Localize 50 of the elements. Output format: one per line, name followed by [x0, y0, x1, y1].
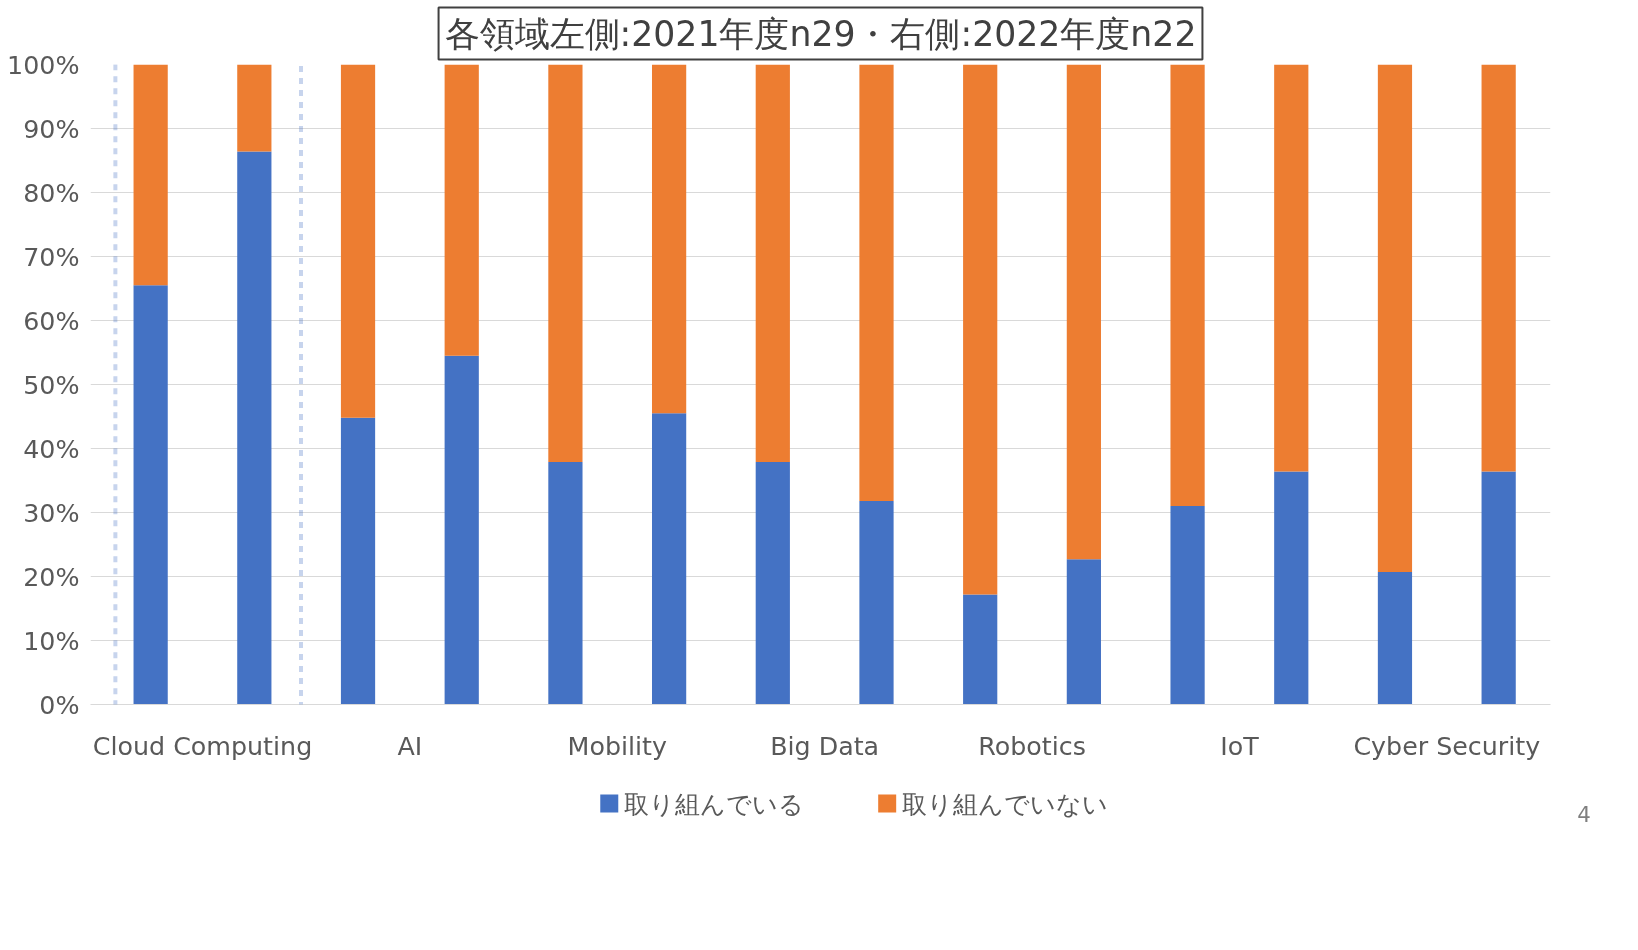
- bar: [1377, 572, 1413, 705]
- legend-label: 取り組んでいる: [624, 788, 805, 819]
- y-tick-label: 30%: [23, 497, 80, 528]
- x-tick-label: Mobility: [567, 730, 667, 761]
- bar: [237, 64, 272, 152]
- bar: [1274, 64, 1309, 472]
- bar: [755, 64, 790, 462]
- bar: [755, 461, 790, 705]
- bar: [133, 285, 168, 705]
- bar: [1377, 64, 1413, 573]
- bar: [652, 413, 687, 705]
- bar: [652, 64, 687, 414]
- bar: [444, 64, 479, 356]
- bar: [1274, 471, 1309, 705]
- bar: [237, 151, 272, 705]
- y-tick-label: 70%: [23, 241, 80, 272]
- y-tick-label: 0%: [39, 689, 80, 720]
- bar: [444, 355, 479, 705]
- y-tick-label: 90%: [23, 113, 80, 144]
- y-tick-label: 50%: [23, 369, 80, 400]
- bar: [859, 64, 894, 501]
- bar: [963, 64, 998, 595]
- bar: [859, 500, 894, 705]
- y-tick-label: 80%: [23, 177, 80, 208]
- chart-title: 各領域左側:2021年度n29・右側:2022年度n22: [444, 13, 1197, 54]
- y-tick-label: 10%: [23, 625, 80, 656]
- bar: [133, 64, 168, 286]
- bar: [1481, 471, 1516, 705]
- x-tick-label: AI: [397, 730, 423, 761]
- bar: [340, 64, 376, 418]
- y-tick-label: 40%: [23, 433, 80, 464]
- y-tick-label: 60%: [23, 305, 80, 336]
- x-tick-label: Robotics: [978, 730, 1086, 761]
- x-tick-label: Big Data: [770, 730, 880, 761]
- bar: [1170, 64, 1205, 507]
- bar: [1170, 506, 1205, 705]
- bar: [963, 594, 998, 705]
- bar: [548, 461, 583, 705]
- bar: [340, 417, 376, 705]
- bar: [1066, 559, 1101, 705]
- bar: [548, 64, 583, 462]
- y-tick-label: 100%: [7, 49, 80, 80]
- bar: [1481, 64, 1516, 472]
- legend-label: 取り組んでいない: [902, 788, 1109, 819]
- bar: [1066, 64, 1101, 560]
- y-tick-label: 20%: [23, 561, 80, 592]
- x-tick-label: Cyber Security: [1353, 730, 1541, 761]
- text: 4: [1577, 801, 1591, 827]
- x-tick-label: IoT: [1220, 730, 1260, 761]
- x-tick-label: Cloud Computing: [92, 730, 313, 761]
